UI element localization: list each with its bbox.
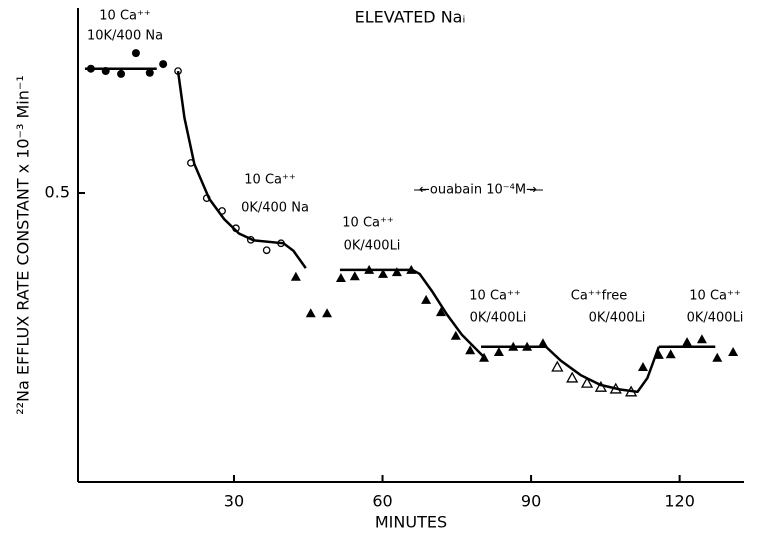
x-tick-label: 120	[664, 492, 695, 511]
point	[537, 338, 548, 348]
point	[728, 346, 739, 356]
annotation: 0K/400Li	[687, 311, 744, 326]
point	[322, 308, 333, 318]
annotation: 0K/400 Na	[241, 201, 309, 216]
fit-line	[545, 345, 661, 394]
point	[145, 68, 154, 77]
point	[335, 272, 346, 282]
annotation: 0K/400Li	[470, 311, 527, 326]
point	[465, 345, 476, 355]
annotation: 10 Ca⁺⁺	[469, 289, 520, 304]
point	[262, 246, 271, 255]
point	[580, 376, 594, 388]
point	[290, 271, 301, 281]
point	[421, 294, 432, 304]
annotation: 10 Ca⁺⁺	[342, 216, 393, 231]
annotation: 10 Ca⁺⁺	[99, 9, 150, 24]
x-tick-label: 90	[521, 492, 541, 511]
point	[435, 307, 446, 317]
annotation: 0K/400Li	[344, 239, 401, 254]
fit-line	[176, 70, 307, 269]
y-axis-label: ²²Na EFFLUX RATE CONSTANT x 10⁻³ Min⁻¹	[14, 75, 33, 415]
point	[450, 330, 461, 340]
point	[637, 361, 648, 371]
annotation: 0K/400Li	[589, 311, 646, 326]
point	[551, 360, 564, 372]
annotation: 10 Ca⁺⁺	[689, 289, 740, 304]
annotation: Ca⁺⁺free	[571, 289, 627, 304]
point	[682, 337, 693, 347]
point	[117, 69, 126, 78]
point	[305, 308, 316, 318]
point	[159, 60, 168, 69]
point	[131, 49, 140, 58]
point	[479, 352, 490, 362]
fit-line	[339, 268, 485, 359]
point	[493, 346, 504, 356]
point	[566, 371, 579, 383]
point	[391, 267, 402, 277]
x-axis-label: MINUTES	[375, 513, 447, 532]
chart-title: ELEVATED Naᵢ	[355, 8, 466, 27]
point	[665, 349, 676, 359]
point	[712, 352, 723, 362]
point	[696, 334, 707, 344]
point	[378, 268, 389, 278]
annotation: ←ouabain 10⁻⁴M→	[419, 183, 537, 198]
point	[349, 271, 360, 281]
y-tick-label: 0.5	[45, 183, 70, 202]
x-tick-label: 60	[372, 492, 392, 511]
annotation: 10K/400 Na	[87, 29, 163, 44]
x-tick-label: 30	[224, 492, 244, 511]
annotation: 10 Ca⁺⁺	[244, 173, 295, 188]
